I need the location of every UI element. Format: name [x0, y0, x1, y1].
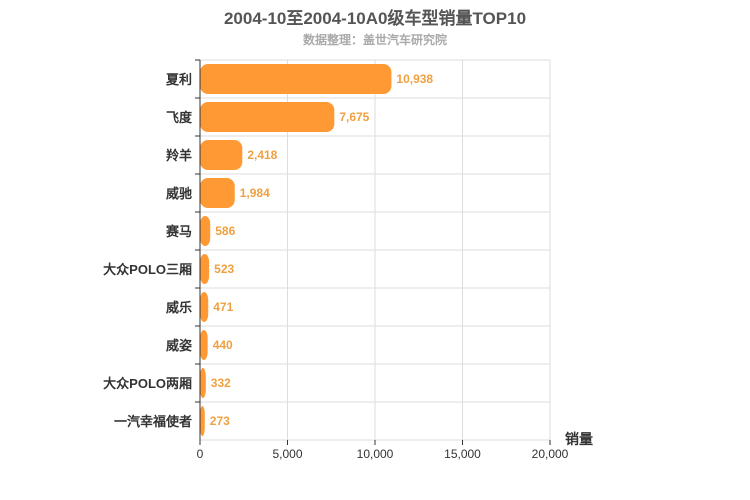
chart-title: 2004-10至2004-10A0级车型销量TOP10 [223, 9, 527, 28]
data-label: 7,675 [339, 110, 369, 124]
data-label: 586 [215, 224, 235, 238]
category-label: 赛马 [165, 224, 192, 239]
data-label: 2,418 [247, 148, 277, 162]
category-label: 夏利 [165, 72, 192, 87]
data-label: 10,938 [396, 72, 433, 86]
x-tick-label: 5,000 [272, 447, 302, 461]
bar [200, 64, 392, 94]
data-label: 523 [214, 262, 234, 276]
x-tick-label: 0 [197, 447, 204, 461]
bar [200, 254, 210, 284]
grid-lines [200, 59, 551, 441]
category-label: 羚羊 [166, 148, 192, 163]
bar [200, 330, 208, 360]
labels: 10,938 夏利 7,675 飞度 2,418 羚羊 1,984 威驰 586 赛马 523 大众P… [103, 72, 593, 461]
category-label: 威驰 [166, 186, 192, 201]
x-tick-label: 20,000 [532, 447, 569, 461]
bar [200, 292, 209, 322]
category-label: 威姿 [166, 338, 192, 353]
chart-subtitle: 数据整理：盖世汽车研究院 [302, 33, 447, 47]
bar [200, 406, 205, 436]
x-axis-title: 销量 [565, 431, 593, 447]
data-label: 1,984 [240, 186, 270, 200]
bar [200, 216, 211, 246]
data-label: 471 [213, 300, 233, 314]
category-label: 威乐 [166, 300, 192, 315]
data-label: 273 [210, 414, 230, 428]
category-label: 大众POLO三厢 [103, 262, 192, 277]
category-label: 大众POLO两厢 [103, 376, 192, 391]
bar [200, 140, 243, 170]
data-label: 332 [211, 376, 231, 390]
axes [195, 59, 551, 445]
bar [200, 102, 335, 132]
data-label: 440 [213, 338, 233, 352]
category-label: 飞度 [166, 110, 193, 125]
bar [200, 368, 206, 398]
bar [200, 178, 235, 208]
x-tick-label: 10,000 [357, 447, 394, 461]
x-tick-label: 15,000 [444, 447, 481, 461]
category-label: 一汽幸福使者 [114, 414, 192, 429]
bars [200, 64, 392, 436]
